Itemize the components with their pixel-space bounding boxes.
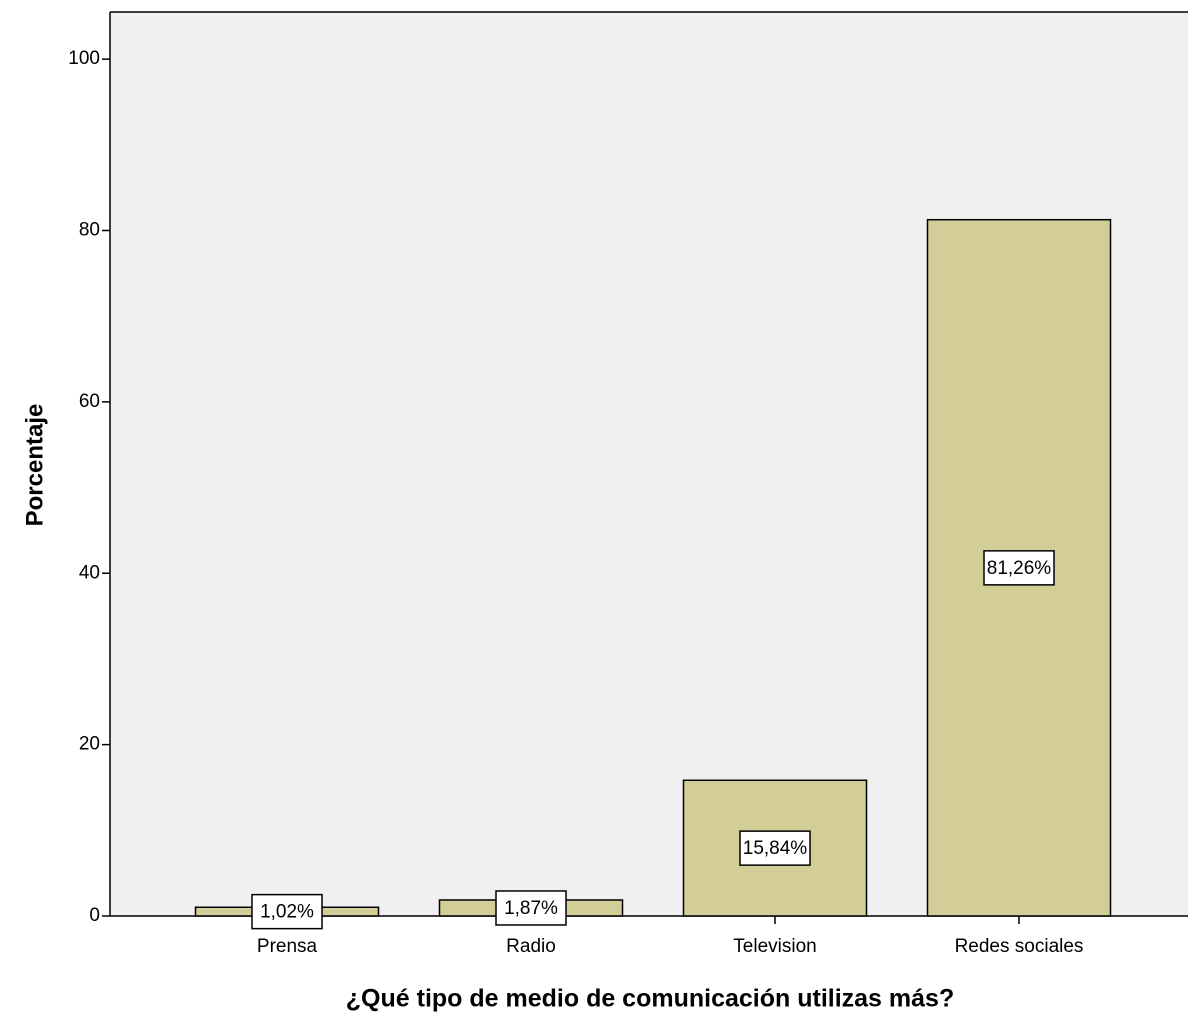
y-tick-label: 20 [79, 734, 100, 755]
label-box [251, 893, 323, 930]
x-tick-label: Redes sociales [955, 936, 1084, 957]
y-tick-label: 80 [79, 220, 100, 241]
y-tick-label: 60 [79, 391, 100, 412]
label-box [739, 830, 811, 866]
value-label: 81,26% [987, 558, 1052, 579]
y-axis-title: Porcentaje [21, 404, 48, 527]
label-box [495, 890, 567, 926]
x-tick-label: Radio [506, 936, 556, 957]
x-tick-label: Television [733, 936, 816, 957]
value-label: 1,02% [260, 902, 314, 923]
y-tick-label: 100 [68, 48, 100, 69]
x-axis-title: ¿Qué tipo de medio de comunicación utili… [346, 985, 954, 1013]
y-tick-label: 40 [79, 562, 100, 583]
y-tick-label: 0 [89, 905, 100, 926]
value-label: 15,84% [743, 838, 808, 859]
label-box [983, 550, 1055, 586]
value-label: 1,87% [504, 898, 558, 919]
x-tick-label: Prensa [257, 936, 318, 957]
